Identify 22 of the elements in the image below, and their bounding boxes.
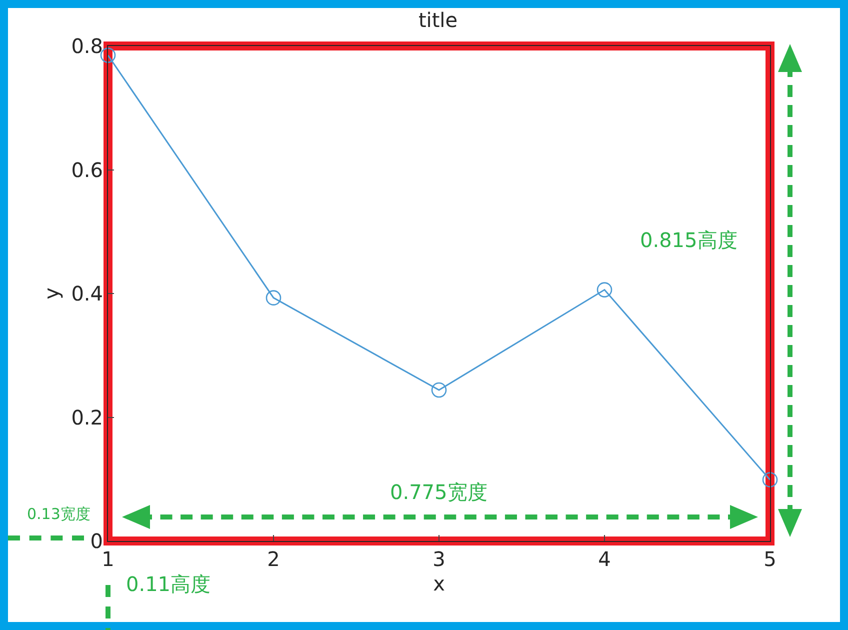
- x-tick-label: 5: [764, 547, 776, 571]
- point: [266, 290, 282, 306]
- y-tick-label: 0.8: [71, 34, 103, 58]
- x-axis-title: x: [433, 572, 446, 596]
- point: [596, 282, 612, 298]
- y-tick-label: 0.4: [71, 282, 103, 306]
- y-axis-title: y: [40, 287, 64, 300]
- x-tick-label: 2: [267, 547, 280, 571]
- text: 0.13宽度: [27, 505, 90, 523]
- y-tick-label: 0.6: [71, 158, 103, 182]
- x-tick-label: 1: [102, 547, 114, 571]
- chart-title: title: [418, 8, 458, 32]
- y-tick-label: 0.2: [71, 405, 103, 430]
- annotation: 0.775宽度: [390, 480, 488, 504]
- point: [762, 472, 778, 488]
- point: [100, 48, 116, 63]
- x-tick-label: 3: [432, 547, 446, 571]
- y-tick-label: 0: [90, 529, 103, 553]
- x-tick-label: 4: [598, 547, 611, 571]
- annotation: 0.815高度: [640, 228, 738, 252]
- text: 0.11高度: [126, 572, 211, 596]
- point: [431, 382, 447, 398]
